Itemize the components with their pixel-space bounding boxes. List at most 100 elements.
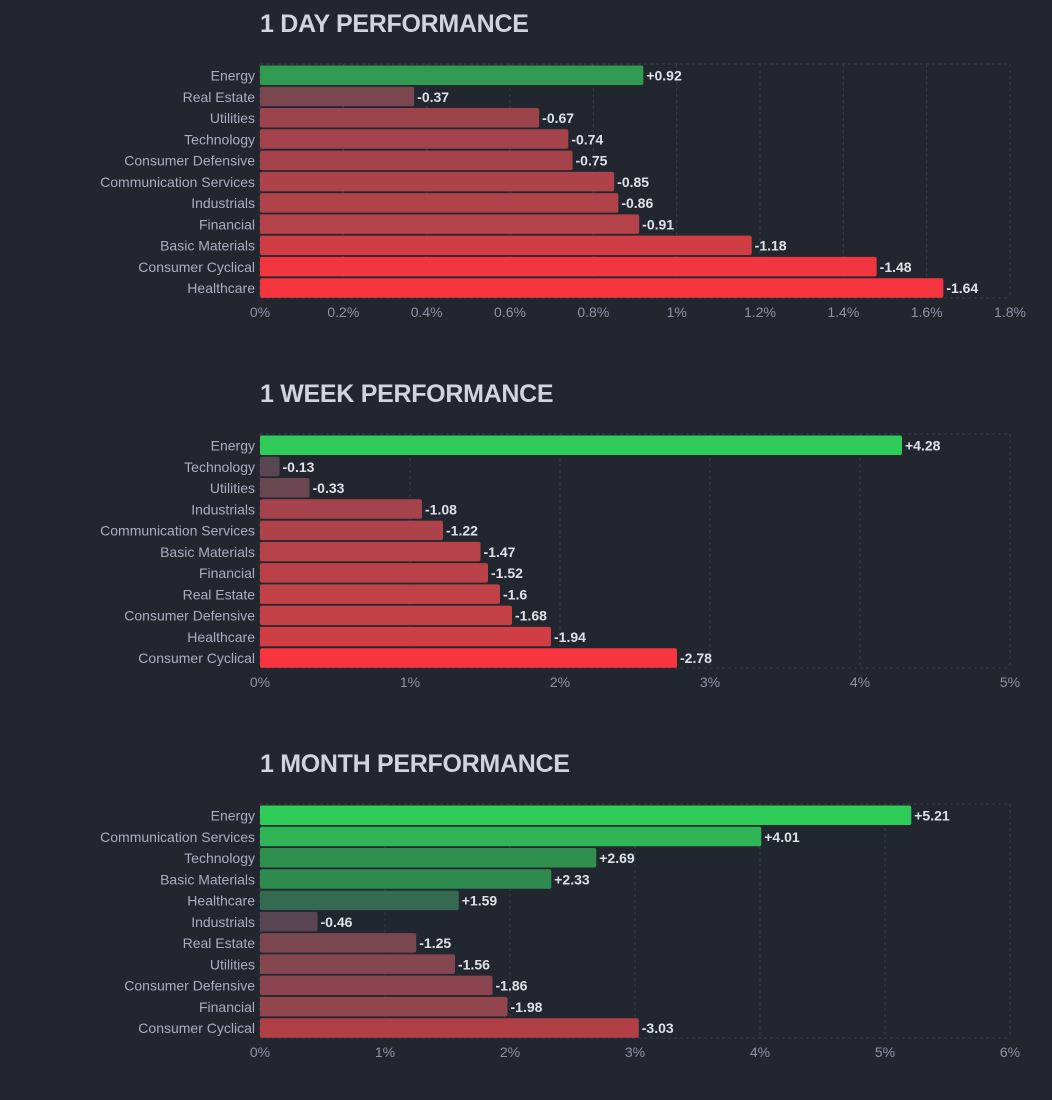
bar bbox=[260, 648, 677, 668]
x-tick-label: 0.2% bbox=[327, 304, 359, 320]
category-label: Healthcare bbox=[187, 280, 255, 296]
x-tick-label: 1.4% bbox=[827, 304, 859, 320]
category-label: Consumer Cyclical bbox=[138, 650, 255, 666]
data-label: -1.86 bbox=[496, 978, 528, 994]
category-label: Healthcare bbox=[187, 629, 255, 645]
bar bbox=[260, 605, 512, 626]
data-label: -1.47 bbox=[484, 544, 516, 560]
category-label: Industrials bbox=[191, 914, 255, 930]
bar bbox=[260, 256, 877, 277]
bar bbox=[260, 86, 415, 107]
category-label: Financial bbox=[199, 565, 255, 581]
data-label: -1.52 bbox=[491, 565, 523, 581]
category-label: Real Estate bbox=[183, 935, 256, 951]
chart-1-week: 1 WEEK PERFORMANCE 0% 1% 2% 3% 4% 5% Energy +4.… bbox=[0, 370, 1052, 730]
category-label: Utilities bbox=[210, 956, 255, 972]
chart-svg: 0% 1% 2% 3% 4% 5% 6% Energy +5.21 Communication S… bbox=[100, 803, 1020, 1060]
bar bbox=[260, 626, 551, 647]
chart-title: 1 DAY PERFORMANCE bbox=[260, 10, 529, 38]
data-label: -1.08 bbox=[425, 501, 457, 517]
category-label: Basic Materials bbox=[160, 544, 255, 560]
bar bbox=[260, 435, 902, 455]
category-label: Technology bbox=[184, 131, 255, 147]
bar bbox=[260, 954, 455, 974]
data-label: +4.01 bbox=[764, 829, 800, 845]
data-label: -0.91 bbox=[642, 216, 674, 232]
data-label: -0.67 bbox=[542, 110, 574, 126]
category-label: Consumer Defensive bbox=[124, 978, 255, 994]
category-label: Real Estate bbox=[183, 89, 256, 105]
data-label: -0.37 bbox=[417, 89, 449, 105]
category-label: Consumer Defensive bbox=[124, 608, 255, 624]
bar bbox=[260, 563, 488, 583]
x-tick-label: 2% bbox=[550, 674, 570, 690]
category-label: Basic Materials bbox=[160, 238, 255, 254]
data-label: +5.21 bbox=[914, 808, 950, 824]
data-label: -1.25 bbox=[419, 935, 451, 951]
chart-1-day: 1 DAY PERFORMANCE 0% 0.2% 0.4% 0.6% 0.8% 1% 1.… bbox=[0, 0, 1052, 360]
category-label: Financial bbox=[199, 999, 255, 1015]
data-label: -1.22 bbox=[446, 523, 478, 539]
category-label: Consumer Cyclical bbox=[138, 259, 255, 275]
x-tick-label: 4% bbox=[850, 674, 870, 690]
x-tick-label: 1% bbox=[667, 304, 687, 320]
chart-title: 1 WEEK PERFORMANCE bbox=[260, 380, 554, 408]
category-label: Communication Services bbox=[100, 523, 255, 539]
bar bbox=[260, 214, 640, 234]
bar bbox=[260, 520, 443, 541]
x-tick-label: 0.8% bbox=[577, 304, 609, 320]
chart-title: 1 MONTH PERFORMANCE bbox=[260, 750, 570, 778]
data-label: -2.78 bbox=[680, 650, 712, 666]
chart-svg: 0% 0.2% 0.4% 0.6% 0.8% 1% 1.2% 1.4% 1.6% 1.8% Ener… bbox=[100, 63, 1026, 320]
bar bbox=[260, 65, 644, 85]
x-tick-label: 4% bbox=[750, 1044, 770, 1060]
x-tick-label: 1.8% bbox=[994, 304, 1026, 320]
data-label: -0.13 bbox=[283, 459, 315, 475]
bar bbox=[260, 478, 310, 498]
x-tick-label: 0% bbox=[250, 1044, 270, 1060]
bar bbox=[260, 826, 762, 847]
data-label: -0.46 bbox=[321, 914, 353, 930]
bar bbox=[260, 171, 615, 192]
bar bbox=[260, 193, 619, 213]
x-tick-label: 3% bbox=[700, 674, 720, 690]
x-tick-label: 1% bbox=[375, 1044, 395, 1060]
data-label: +2.69 bbox=[599, 850, 635, 866]
bar bbox=[260, 235, 752, 256]
x-tick-label: 1.2% bbox=[744, 304, 776, 320]
x-tick-label: 3% bbox=[625, 1044, 645, 1060]
x-tick-label: 2% bbox=[500, 1044, 520, 1060]
x-tick-label: 0% bbox=[250, 674, 270, 690]
category-label: Energy bbox=[211, 68, 255, 84]
bar bbox=[260, 129, 569, 149]
category-label: Energy bbox=[211, 808, 255, 824]
category-label: Consumer Cyclical bbox=[138, 1020, 255, 1036]
chart-1-month: 1 MONTH PERFORMANCE 0% 1% 2% 3% 4% 5% 6% Energy… bbox=[0, 740, 1052, 1100]
bar bbox=[260, 933, 417, 953]
bar bbox=[260, 108, 540, 128]
x-tick-label: 0% bbox=[250, 304, 270, 320]
bar bbox=[260, 869, 552, 889]
data-label: -1.56 bbox=[458, 956, 490, 972]
data-label: +4.28 bbox=[905, 438, 941, 454]
data-label: -0.33 bbox=[313, 480, 345, 496]
data-label: -1.98 bbox=[511, 999, 543, 1015]
category-label: Communication Services bbox=[100, 829, 255, 845]
category-label: Industrials bbox=[191, 195, 255, 211]
x-tick-label: 1% bbox=[400, 674, 420, 690]
data-label: -3.03 bbox=[642, 1020, 674, 1036]
x-tick-label: 0.6% bbox=[494, 304, 526, 320]
bar bbox=[260, 996, 508, 1017]
x-tick-label: 6% bbox=[1000, 1044, 1020, 1060]
bar bbox=[260, 975, 493, 996]
data-label: +1.59 bbox=[462, 893, 498, 909]
data-label: -1.18 bbox=[755, 238, 787, 254]
data-label: -0.85 bbox=[617, 174, 649, 190]
bar bbox=[260, 911, 318, 932]
bar bbox=[260, 456, 280, 477]
data-label: -1.48 bbox=[880, 259, 912, 275]
category-label: Financial bbox=[199, 216, 255, 232]
data-label: -0.75 bbox=[576, 153, 608, 169]
bar bbox=[260, 890, 459, 911]
bar bbox=[260, 499, 422, 519]
